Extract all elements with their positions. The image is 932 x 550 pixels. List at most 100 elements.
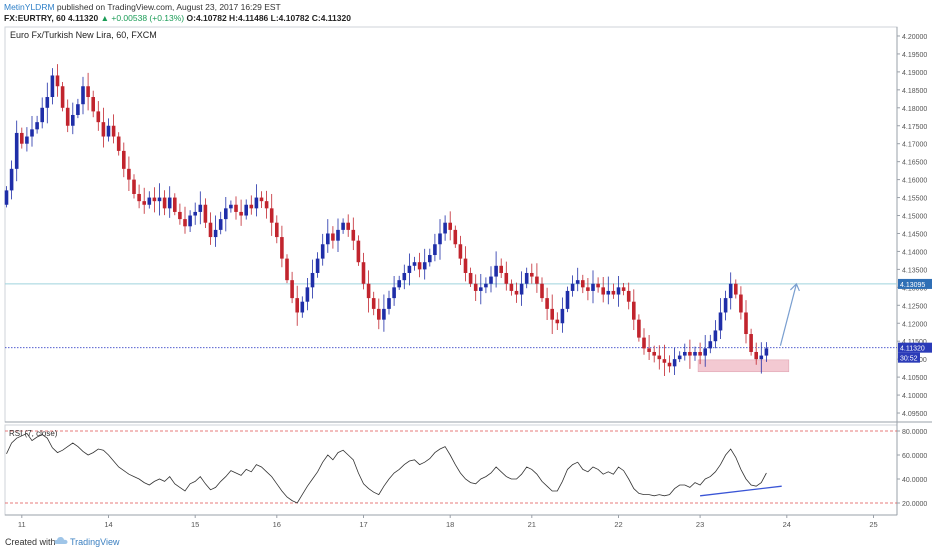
rsi-line [6, 432, 767, 504]
candle-body [667, 362, 672, 367]
candle-body [596, 283, 600, 288]
candle-body [183, 219, 187, 227]
time-tick-label: 11 [18, 520, 26, 529]
time-tick-label: 16 [273, 520, 281, 529]
candle-body [111, 125, 116, 137]
candle-body [285, 258, 289, 281]
candle-body [448, 222, 452, 230]
candle-body [218, 219, 223, 230]
candle-body [708, 341, 713, 349]
candle-body [264, 201, 269, 209]
grid [4, 26, 932, 516]
countdown-label: 30:52 [900, 356, 918, 363]
candle-body [433, 244, 437, 256]
candle-body [759, 355, 764, 360]
candle-body [366, 283, 371, 299]
time-tick-label: 15 [191, 520, 199, 529]
candle-body [693, 351, 697, 356]
candle-body [734, 283, 738, 295]
candle-body [703, 348, 707, 356]
candle-body [672, 359, 677, 367]
candle-body [586, 287, 590, 291]
candle-body [632, 301, 636, 320]
candle-body [514, 290, 519, 295]
candle-body [494, 265, 498, 277]
candle-body [9, 168, 14, 191]
candle-body [157, 197, 162, 202]
candle-body [428, 255, 432, 263]
candle-body [341, 222, 345, 230]
candle-body [677, 355, 682, 360]
candle-body [249, 204, 254, 209]
candle-body [642, 337, 646, 349]
candle-body [422, 262, 427, 270]
candle-body [402, 272, 407, 281]
price-tick-label: 4.20000 [902, 34, 927, 41]
candle-body [377, 308, 381, 320]
candle-body [524, 272, 529, 284]
time-tick-label: 23 [696, 520, 704, 529]
candle-body [621, 287, 626, 291]
projection-arrow [779, 283, 797, 346]
chart-canvas[interactable]: Euro Fx/Turkish New Lira, 60, FXCM 4.2000… [0, 24, 932, 532]
published-text: published on TradingView.com, August 23,… [56, 2, 281, 12]
candle-body [167, 197, 172, 209]
candle-body [122, 150, 126, 169]
support-zone [697, 359, 790, 373]
candle-body [504, 272, 509, 284]
candle-body [392, 287, 396, 299]
time-tick-label: 21 [528, 520, 536, 529]
candle-body [229, 204, 233, 209]
candle-body [173, 197, 177, 212]
candle-body [127, 168, 131, 180]
candle-body [55, 75, 60, 87]
candle-body [728, 283, 733, 299]
candle-body [616, 287, 621, 295]
candle-body [438, 233, 442, 245]
tradingview-brand[interactable]: TradingView [70, 537, 120, 547]
candle-body [86, 86, 90, 98]
candle-body [652, 351, 656, 356]
candle-body [361, 262, 366, 284]
candle-body [458, 244, 463, 259]
price-tick-label: 4.17000 [902, 142, 927, 149]
candle-body [555, 319, 560, 324]
price-tick-label: 4.17500 [902, 124, 927, 131]
candle-body [254, 197, 259, 209]
candle-body [203, 204, 208, 223]
candle-body [193, 211, 197, 216]
created-with-text: Created with [5, 537, 56, 547]
candle-body [142, 201, 146, 205]
rsi-tick-label: 20.0000 [902, 501, 927, 508]
candle-body [30, 129, 34, 137]
author-link[interactable]: MetinYLDRM [4, 2, 55, 12]
candle-body [60, 86, 65, 108]
candle-body [657, 355, 662, 360]
candle-body [575, 280, 580, 284]
price-tick-label: 4.10500 [902, 375, 927, 382]
candle-body [601, 287, 605, 295]
candle-body [137, 193, 141, 202]
candle-body [45, 97, 50, 108]
candle-body [698, 351, 702, 356]
symbol-label: FX:EURTRY, 60 [4, 12, 66, 23]
candle-body [320, 244, 325, 259]
candle-body [35, 122, 39, 130]
candle-body [688, 351, 692, 356]
time-tick-label: 17 [359, 520, 367, 529]
price-tick-label: 4.16000 [902, 178, 927, 185]
candle-body [412, 262, 417, 266]
candle-body [351, 229, 356, 241]
time-tick-label: 22 [614, 520, 622, 529]
candle-body [468, 272, 473, 284]
candle-body [132, 179, 136, 194]
candle-body [147, 197, 152, 205]
candle-body [305, 287, 310, 302]
candle-body [81, 86, 85, 105]
candle-body [718, 312, 723, 331]
candle-body [749, 334, 753, 352]
candle-body [382, 308, 386, 320]
footer: Created with TradingView [0, 532, 932, 550]
chart-header: MetinYLDRM published on TradingView.com,… [0, 0, 932, 24]
price-tick-label: 4.19000 [902, 70, 927, 77]
